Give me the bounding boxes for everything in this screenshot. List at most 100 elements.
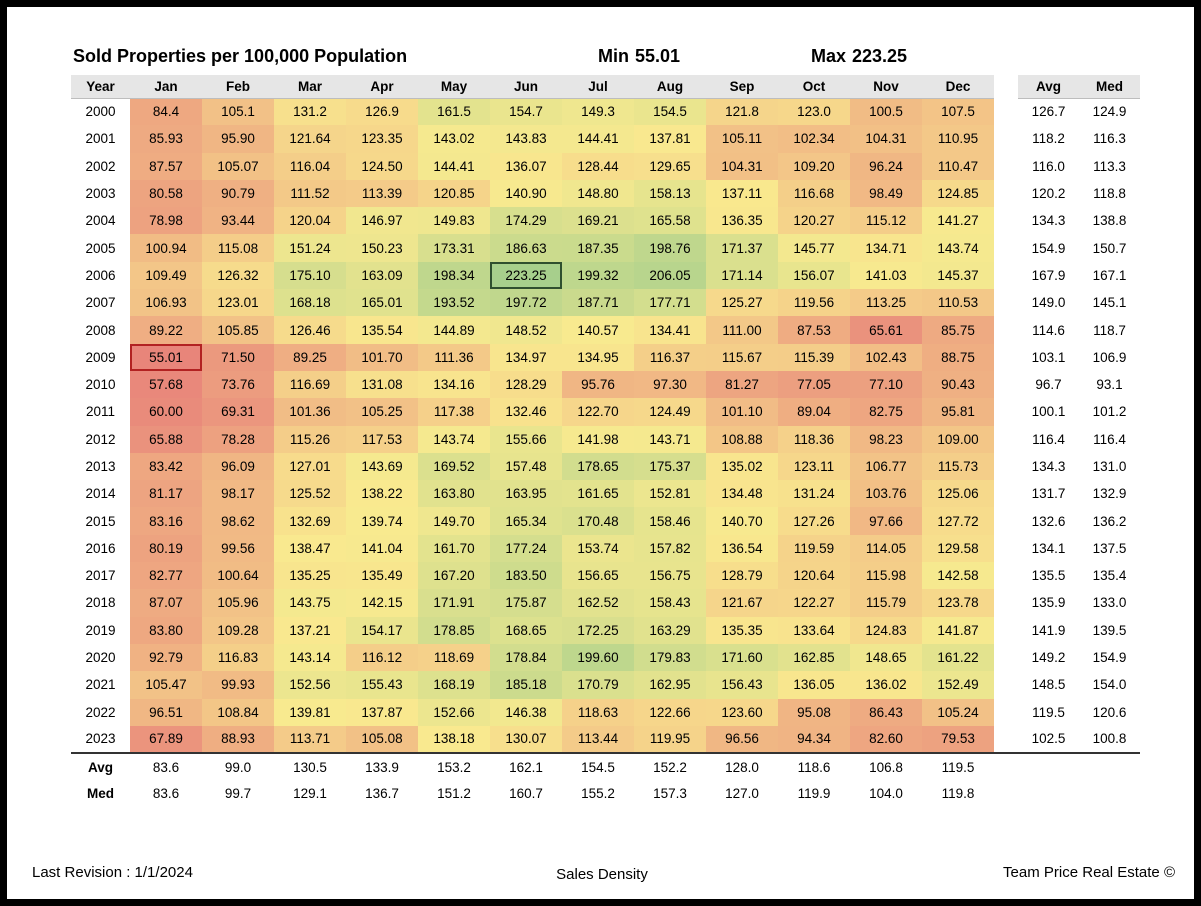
column-gap	[994, 480, 1018, 508]
row-avg: 114.6	[1032, 322, 1065, 338]
row-year: 2006	[85, 267, 116, 283]
heat-cell: 101.36	[274, 398, 346, 426]
heat-cell: 141.03	[850, 261, 922, 290]
row-med: 116.4	[1093, 431, 1126, 447]
heat-cell: 152.56	[274, 671, 346, 699]
heat-cell: 84.4	[130, 98, 202, 126]
row-avg: 116.0	[1032, 158, 1065, 174]
heat-cell: 128.29	[490, 370, 562, 399]
min-summary: Min 55.01	[598, 46, 680, 67]
heat-cell: 110.47	[922, 152, 994, 180]
table-row: 2003 80.58 90.79 111.52 113.39 120.85 140.90 14…	[71, 179, 1140, 208]
heat-cell: 98.17	[202, 480, 274, 508]
row-med: 133.0	[1092, 595, 1127, 611]
heat-cell: 145.77	[778, 234, 850, 262]
heat-cell: 83.16	[130, 507, 202, 535]
heat-cell: 178.85	[418, 616, 490, 644]
table-row: 2005 100.94 115.08 151.24 150.23 173.31 186.63…	[71, 234, 1140, 262]
heat-cell: 90.79	[202, 179, 274, 208]
heat-cell: 115.73	[922, 452, 994, 481]
heat-cell: 156.43	[706, 671, 778, 699]
heat-cell: 100.64	[202, 562, 274, 590]
summary-cell: 119.9	[797, 786, 831, 802]
heat-cell: 161.22	[922, 643, 994, 672]
heat-cell: 117.38	[418, 398, 490, 426]
column-gap	[994, 179, 1018, 208]
heat-cell: 95.81	[922, 398, 994, 426]
heat-cell: 123.78	[922, 589, 994, 617]
row-year: 2017	[85, 568, 116, 584]
heat-cell: 93.44	[202, 207, 274, 235]
heat-cell: 199.32	[562, 261, 634, 290]
row-med: 154.0	[1092, 677, 1127, 693]
heat-cell: 103.76	[850, 480, 922, 508]
column-gap	[994, 316, 1018, 344]
row-year: 2003	[85, 186, 116, 202]
heat-cell: 143.75	[274, 589, 346, 617]
heat-cell: 87.53	[778, 316, 850, 344]
heat-cell: 122.27	[778, 589, 850, 617]
row-avg: 102.5	[1018, 725, 1079, 755]
heat-cell: 198.34	[418, 261, 490, 290]
heat-cell: 140.70	[706, 507, 778, 535]
row-year: 2023	[71, 725, 130, 755]
heat-cell: 137.87	[346, 698, 418, 726]
heat-cell: 104.31	[706, 152, 778, 180]
heat-cell: 171.14	[706, 261, 778, 290]
heat-cell: 100.94	[130, 234, 202, 262]
heat-cell: 118.36	[778, 425, 850, 453]
heat-cell: 124.85	[922, 179, 994, 208]
row-med: 116.3	[1093, 131, 1126, 147]
row-med: 137.5	[1092, 540, 1127, 556]
column-gap	[994, 753, 1018, 781]
heat-cell: 149.70	[418, 507, 490, 535]
table-row: 2022 96.51 108.84 139.81 137.87 152.66 146.38 1…	[71, 698, 1140, 726]
row-med: 131.0	[1092, 459, 1127, 474]
heat-cell: 149.83	[418, 207, 490, 235]
heat-cell: 82.75	[850, 398, 922, 426]
table-row: 2002 87.57 105.07 116.04 124.50 144.41 136.07 1…	[71, 152, 1140, 180]
heat-cell: 136.35	[706, 207, 778, 235]
heat-cell: 116.12	[346, 643, 418, 672]
summary-empty	[1079, 753, 1140, 780]
summary-cell: 83.6	[152, 786, 180, 802]
heat-cell: 116.37	[634, 343, 706, 371]
heat-cell: 186.63	[490, 234, 562, 262]
heat-cell: 105.1	[202, 98, 274, 126]
revision-text: Last Revision : 1/1/2024	[32, 864, 193, 881]
heat-cell: 139.74	[346, 507, 418, 535]
heat-cell: 116.04	[274, 152, 346, 180]
table-row: 2013 83.42 96.09 127.01 143.69 169.52 157.48 17…	[71, 452, 1140, 481]
heat-cell: 123.11	[778, 452, 850, 481]
heat-cell: 127.26	[778, 507, 850, 535]
heat-cell: 139.81	[274, 698, 346, 726]
summary-empty	[1079, 780, 1140, 807]
row-avg: 135.5	[1031, 568, 1066, 584]
heat-cell: 109.00	[922, 425, 994, 453]
heat-cell: 87.57	[130, 152, 202, 180]
row-med: 101.2	[1092, 404, 1127, 420]
heat-cell: 206.05	[634, 261, 706, 290]
heat-cell: 113.44	[562, 725, 634, 755]
heat-cell: 120.04	[274, 207, 346, 235]
table-row: 2017 82.77 100.64 135.25 135.49 167.20 183.50 1…	[71, 562, 1140, 590]
heat-cell: 141.87	[922, 616, 994, 644]
column-gap	[994, 98, 1018, 126]
heat-cell: 111.00	[706, 316, 778, 344]
heat-cell: 97.66	[850, 507, 922, 535]
heat-cell: 117.53	[346, 425, 418, 453]
heat-cell: 167.20	[418, 562, 490, 590]
heat-cell: 138.18	[418, 725, 490, 755]
heat-cell: 121.67	[706, 589, 778, 617]
heat-cell: 123.0	[778, 98, 850, 126]
heat-cell: 158.46	[634, 507, 706, 535]
summary-cell: 153.2	[437, 759, 471, 775]
table-row: 2019 83.80 109.28 137.21 154.17 178.85 168.65 1…	[71, 616, 1140, 644]
row-year: 2007	[85, 295, 116, 311]
summary-label: Med	[87, 786, 114, 802]
heat-cell: 81.17	[130, 480, 202, 508]
row-med: 139.5	[1092, 622, 1127, 638]
heat-cell: 115.98	[850, 562, 922, 590]
row-year: 2000	[85, 104, 116, 120]
heat-cell: 129.65	[634, 152, 706, 180]
